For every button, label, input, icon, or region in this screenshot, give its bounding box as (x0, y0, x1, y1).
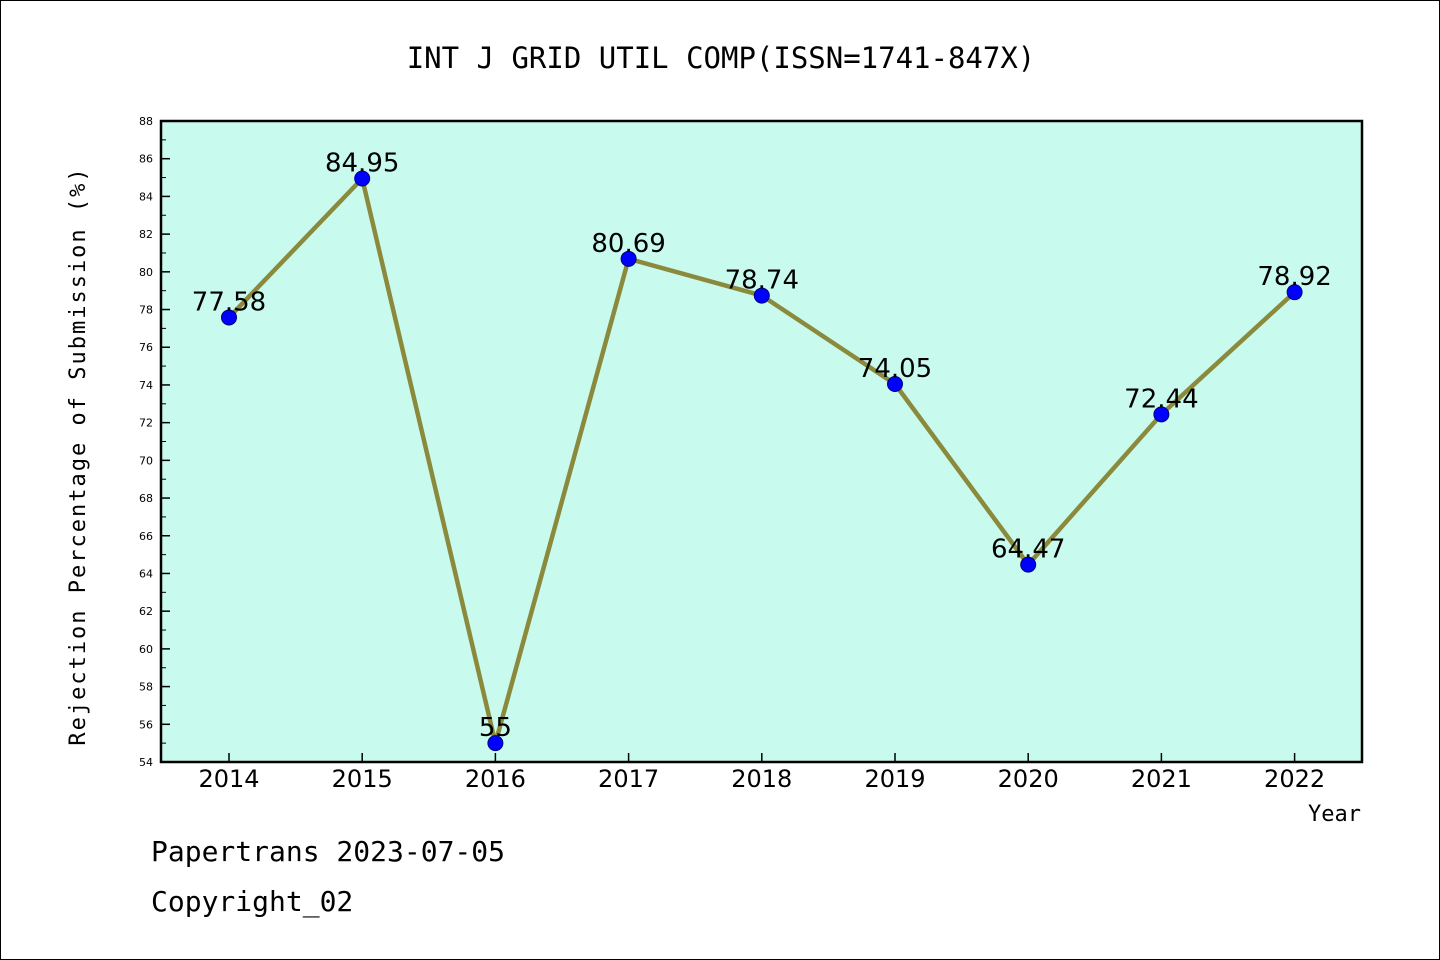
y-tick-label: 64 (139, 567, 153, 580)
y-tick-label: 68 (139, 492, 153, 505)
data-point (1286, 284, 1303, 301)
y-tick-label: 74 (139, 379, 153, 392)
y-tick-label: 88 (139, 115, 153, 128)
data-label: 78.74 (725, 266, 799, 296)
data-label: 77.58 (192, 287, 266, 317)
x-tick-label: 2017 (598, 765, 659, 793)
y-tick-label: 66 (139, 530, 153, 543)
x-tick-label: 2016 (465, 765, 526, 793)
x-axis-label: Year (1308, 802, 1361, 827)
y-tick-label: 78 (139, 304, 153, 317)
x-tick-label: 2018 (731, 765, 792, 793)
x-tick-label: 2015 (332, 765, 393, 793)
data-markers (221, 170, 1303, 752)
footer-copyright: Copyright_02 (151, 885, 354, 918)
data-label: 55 (479, 713, 512, 743)
y-tick-label: 60 (139, 643, 153, 656)
y-tick-label: 70 (139, 454, 153, 467)
x-tick-label: 2021 (1131, 765, 1192, 793)
data-point (354, 170, 371, 187)
x-axis-ticks: 2014 2015 2016 2017 2018 2019 2020 2021 2022 (198, 753, 1325, 793)
data-point (753, 287, 770, 304)
x-tick-label: 2020 (998, 765, 1059, 793)
data-point (1020, 556, 1037, 573)
footer-date: Papertrans 2023-07-05 (151, 835, 506, 868)
data-label: 74.05 (858, 354, 932, 384)
x-tick-label: 2014 (198, 765, 259, 793)
data-label: 64.47 (991, 535, 1065, 565)
y-tick-label: 62 (139, 605, 153, 618)
y-tick-label: 82 (139, 228, 153, 241)
y-tick-label: 54 (139, 756, 153, 769)
y-axis-label: Rejection Percentage of Submission (%) (66, 166, 91, 745)
y-tick-label: 58 (139, 681, 153, 694)
data-label: 78.92 (1257, 262, 1331, 292)
plot-area (159, 119, 1364, 764)
data-point (1153, 406, 1170, 423)
data-point (221, 309, 237, 326)
data-point (487, 735, 504, 752)
y-tick-label: 84 (139, 190, 153, 203)
y-axis-ticks: 54 56 58 60 62 64 66 68 70 72 74 76 78 80 82 84 86 88 (139, 115, 170, 769)
data-point (620, 250, 637, 267)
y-tick-label: 80 (139, 266, 153, 279)
data-labels: 77.58 84.95 55 80.69 78.74 74.05 64.47 72.44 78.… (192, 149, 1332, 744)
y-tick-label: 86 (139, 153, 153, 166)
x-tick-label: 2022 (1264, 765, 1325, 793)
chart-title: INT J GRID UTIL COMP(ISSN=1741-847X) (407, 41, 1036, 75)
data-label: 72.44 (1124, 384, 1198, 414)
y-tick-label: 76 (139, 341, 153, 354)
x-tick-label: 2019 (864, 765, 925, 793)
data-point (887, 375, 903, 392)
y-tick-label: 72 (139, 417, 153, 430)
data-label: 80.69 (591, 229, 665, 259)
data-label: 84.95 (325, 149, 399, 179)
y-tick-label: 56 (139, 718, 153, 731)
